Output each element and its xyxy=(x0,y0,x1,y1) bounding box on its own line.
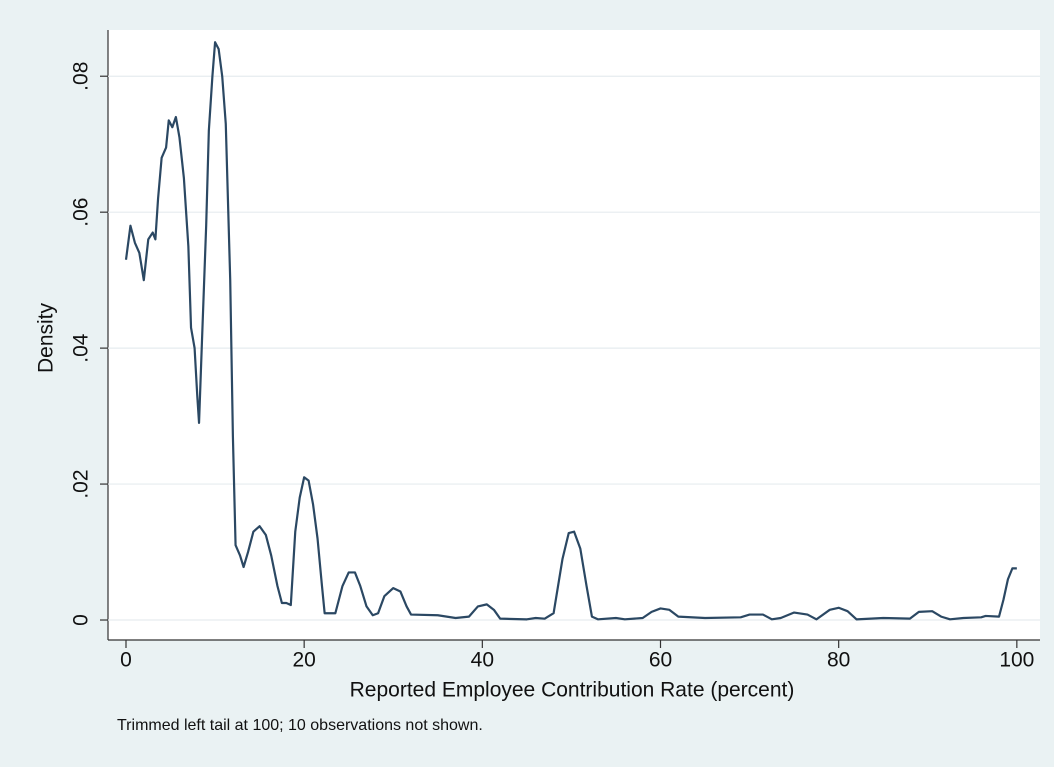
plot-area xyxy=(108,30,1040,640)
x-tick-label: 100 xyxy=(999,649,1034,672)
x-tick-label: 20 xyxy=(292,649,315,672)
x-tick-label: 0 xyxy=(120,649,132,672)
y-axis-title: Density xyxy=(35,302,58,373)
y-tick-label: .02 xyxy=(70,469,93,498)
note: Trimmed left tail at 100; 10 observation… xyxy=(117,717,483,734)
x-tick-label: 60 xyxy=(649,649,672,672)
y-tick-label: .06 xyxy=(70,198,93,227)
y-tick-label: .04 xyxy=(70,333,93,363)
x-axis-title: Reported Employee Contribution Rate (per… xyxy=(350,679,795,702)
x-tick-label: 40 xyxy=(471,649,494,672)
density-line xyxy=(124,41,1017,621)
y-tick-label: .08 xyxy=(70,62,93,91)
y-tick-label: 0 xyxy=(70,614,93,626)
x-tick-label: 80 xyxy=(827,649,850,672)
